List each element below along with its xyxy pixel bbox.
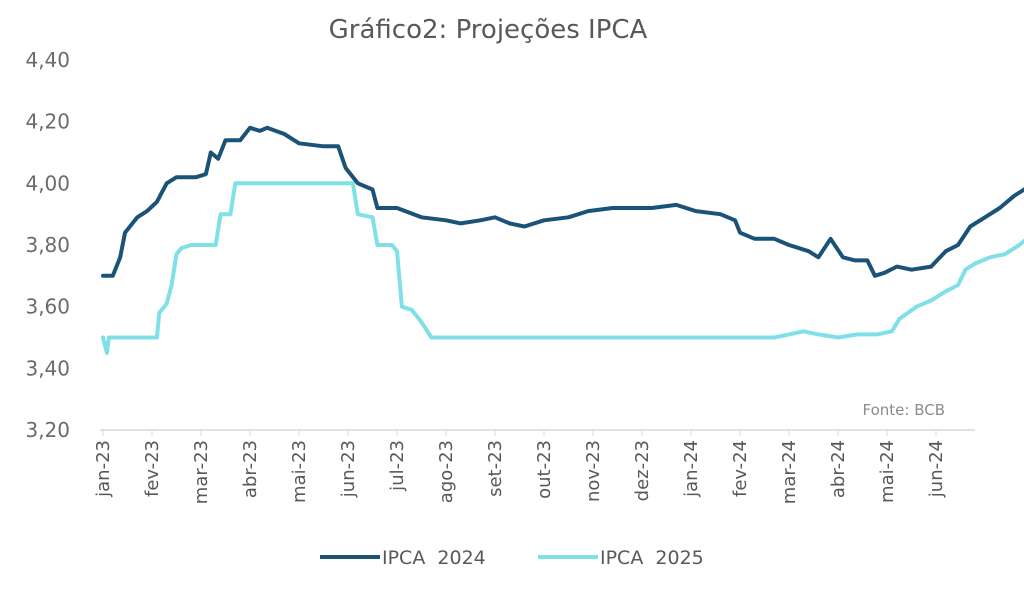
x-tick-label: jan-24 [681,440,702,498]
y-tick-label: 4,20 [25,110,70,134]
x-tick-label: abr-23 [240,440,261,498]
y-tick-label: 3,40 [25,356,70,380]
x-tick-label: dez-23 [632,440,653,501]
y-tick-label: 4,40 [25,48,70,72]
x-tick-label: set-23 [485,440,506,497]
x-tick-label: mai-24 [877,440,898,503]
x-tick-label: mar-23 [191,440,212,504]
y-axis: 3,20 3,40 3,60 3,80 4,00 4,20 4,40 [25,48,70,442]
plot-area [101,125,1024,355]
y-tick-label: 3,80 [25,233,70,257]
x-tick-label: jun-23 [338,440,359,498]
x-tick-label: ago-23 [436,440,457,503]
x-tick-label: mar-24 [779,440,800,504]
legend: IPCA 2024 IPCA 2025 [320,547,704,569]
y-tick-label: 3,20 [25,418,70,442]
x-axis: jan-23 fev-23 mar-23 abr-23 mai-23 jun-23 jul-… [93,430,947,504]
x-tick-label: mai-23 [289,440,310,503]
x-tick-label: fev-23 [142,440,163,497]
x-tick-label: abr-24 [828,440,849,498]
series-line-ipca-2025 [101,181,1024,355]
legend-label-ipca-2024: IPCA 2024 [382,547,486,569]
series-line-ipca-2024 [101,125,1024,278]
source-note: Fonte: BCB [863,401,946,419]
y-tick-label: 3,60 [25,295,70,319]
chart-title: Gráfico2: Projeções IPCA [329,15,648,45]
x-tick-label: jul-23 [387,440,408,492]
x-tick-label: jan-23 [93,440,114,498]
x-tick-label: out-23 [534,440,555,499]
x-tick-label: fev-24 [730,440,751,497]
x-tick-label: jun-24 [926,440,947,498]
y-tick-label: 4,00 [25,171,70,195]
x-tick-label: nov-23 [583,440,604,502]
legend-label-ipca-2025: IPCA 2025 [600,547,704,569]
